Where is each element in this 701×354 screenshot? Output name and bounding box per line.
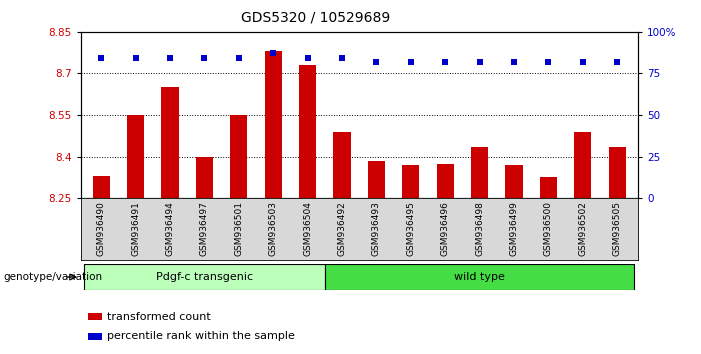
Text: GSM936505: GSM936505 (613, 201, 622, 256)
Bar (127, 115, 144, 198)
Bar (299, 65, 316, 198)
Text: GSM936495: GSM936495 (407, 201, 416, 256)
Text: GSM936491: GSM936491 (131, 201, 140, 256)
Bar (437, 164, 454, 198)
Text: wild type: wild type (454, 272, 505, 282)
Bar (540, 177, 557, 198)
Text: GSM936504: GSM936504 (303, 201, 312, 256)
Text: Pdgf-c transgenic: Pdgf-c transgenic (156, 272, 253, 282)
Bar (505, 165, 523, 198)
Text: GSM936494: GSM936494 (165, 201, 175, 256)
Text: GSM936498: GSM936498 (475, 201, 484, 256)
Text: percentile rank within the sample: percentile rank within the sample (107, 331, 295, 341)
Text: GSM936496: GSM936496 (441, 201, 450, 256)
Bar (368, 161, 385, 198)
Bar (265, 51, 282, 198)
Text: GSM936502: GSM936502 (578, 201, 587, 256)
Bar (161, 87, 179, 198)
Bar (574, 132, 592, 198)
Bar (402, 165, 419, 198)
Text: GSM936503: GSM936503 (268, 201, 278, 256)
Bar (196, 157, 213, 198)
Text: GDS5320 / 10529689: GDS5320 / 10529689 (241, 11, 390, 25)
Bar (93, 176, 110, 198)
Bar (325, 264, 634, 290)
Text: GSM936493: GSM936493 (372, 201, 381, 256)
Text: GSM936500: GSM936500 (544, 201, 553, 256)
Bar (84, 264, 325, 290)
Text: transformed count: transformed count (107, 312, 211, 322)
Bar (334, 132, 350, 198)
Bar (230, 115, 247, 198)
Text: GSM936490: GSM936490 (97, 201, 106, 256)
Bar (471, 147, 489, 198)
Bar (608, 147, 626, 198)
Text: GSM936499: GSM936499 (510, 201, 519, 256)
Text: GSM936501: GSM936501 (234, 201, 243, 256)
Text: genotype/variation: genotype/variation (4, 272, 102, 282)
Text: GSM936497: GSM936497 (200, 201, 209, 256)
Text: GSM936492: GSM936492 (338, 201, 346, 256)
